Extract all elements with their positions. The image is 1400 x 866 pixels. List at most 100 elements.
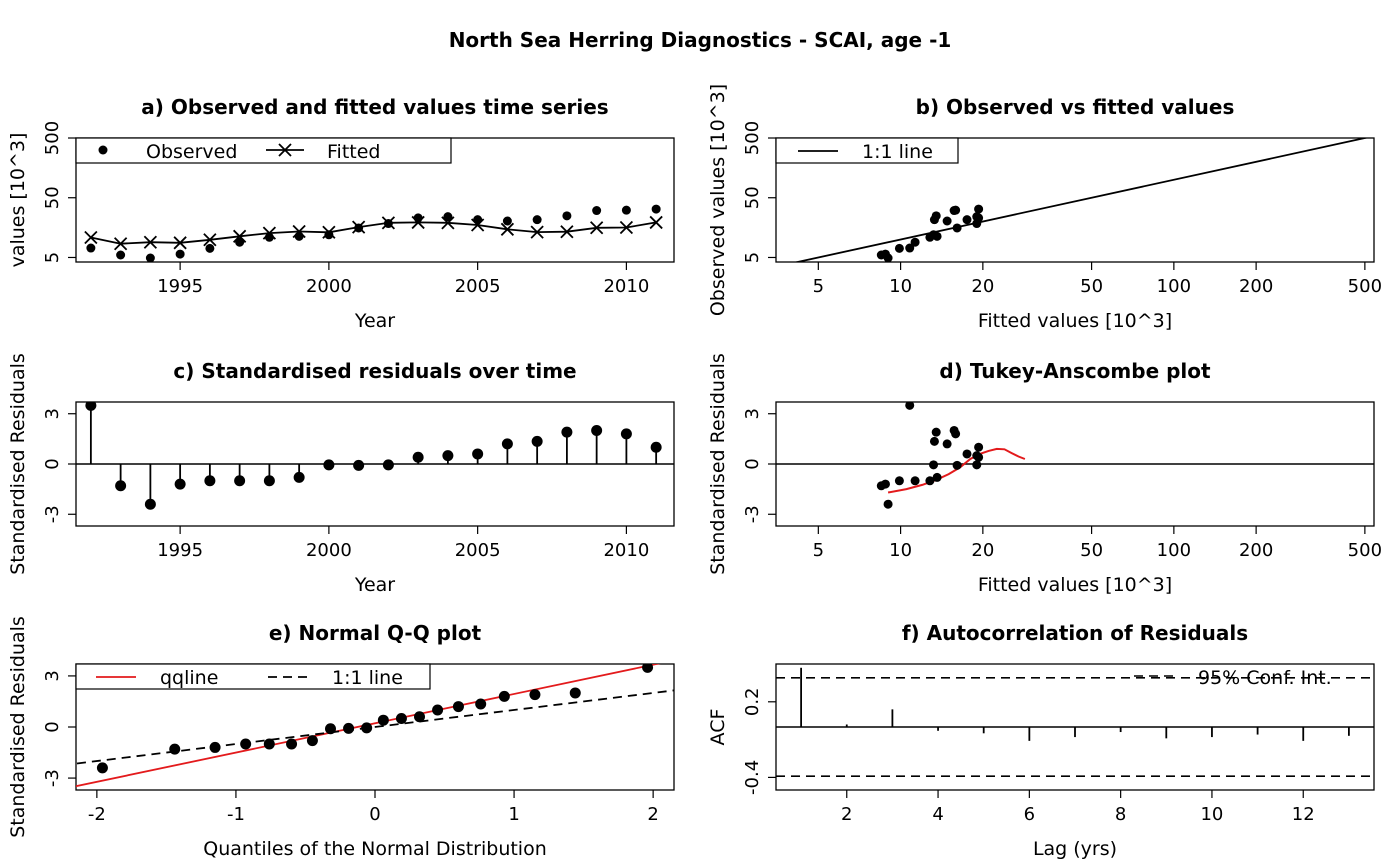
y-tick-label: 3: [42, 408, 63, 419]
x-tick-label: 50: [1080, 276, 1103, 297]
one-to-one-line: [76, 689, 674, 765]
x-tick-label: 12: [1292, 804, 1315, 825]
observed-point: [324, 230, 334, 240]
fitted-marker: [113, 237, 128, 251]
residual-point: [144, 498, 156, 510]
qqline: [76, 664, 661, 788]
y-tick-label: 5: [742, 252, 763, 263]
x-tick-label: 4: [932, 804, 943, 825]
y-tick-label: 50: [742, 186, 763, 209]
panel-d: d) Tukey-Anscombe plot 5 10 20 50 100 200 500 -3…: [707, 353, 1382, 596]
qq-point: [240, 738, 252, 750]
panel-title: b) Observed vs fitted values: [916, 95, 1235, 119]
y-tick-label: 0: [42, 721, 63, 732]
qq-point: [169, 743, 181, 755]
legend-1to1-label: 1:1 line: [332, 667, 403, 689]
plot-area: [776, 667, 1374, 777]
legend-fitted-marker: [278, 143, 292, 157]
observed-point: [354, 223, 364, 233]
observed-point: [532, 215, 542, 225]
qq-point: [569, 687, 581, 699]
x-tick-label: 2000: [306, 540, 352, 561]
x-tick-label: -1: [227, 804, 245, 825]
fitted-marker: [173, 236, 187, 250]
qq-point: [306, 735, 318, 747]
x-tick-label: -2: [88, 804, 106, 825]
residual-point: [650, 441, 662, 453]
figure-title: North Sea Herring Diagnostics - SCAI, ag…: [449, 28, 952, 52]
legend-fitted-label: Fitted: [327, 141, 380, 163]
fitted-marker: [84, 230, 98, 245]
data-point: [952, 460, 962, 470]
qq-point: [343, 722, 355, 734]
qq-point: [209, 741, 221, 753]
data-point: [929, 230, 939, 240]
qq-point: [263, 738, 275, 750]
x-tick-label: 0: [369, 804, 380, 825]
y-tick-label: 5: [42, 252, 63, 263]
observed-point: [264, 232, 274, 242]
data-point: [925, 476, 935, 486]
y-axis-label: Standardised Residuals: [7, 353, 29, 575]
observed-point: [473, 215, 483, 225]
data-point: [905, 243, 915, 253]
y-tick-label: 500: [742, 121, 763, 155]
observed-point: [562, 211, 572, 221]
data-point: [883, 499, 893, 509]
observed-point: [383, 219, 393, 229]
residual-point: [472, 448, 484, 460]
data-point: [880, 249, 890, 259]
residual-point: [561, 426, 573, 438]
x-tick-label: 200: [1239, 540, 1273, 561]
y-tick-label: 0.2: [742, 687, 763, 716]
data-point: [905, 402, 915, 410]
qq-point: [414, 711, 426, 723]
data-point: [952, 223, 962, 233]
plot-area: [776, 402, 1374, 509]
qq-point: [452, 701, 464, 713]
legend: qqline 1:1 line: [75, 663, 431, 690]
panel-title: f) Autocorrelation of Residuals: [902, 621, 1248, 645]
data-point: [931, 211, 941, 221]
observed-point: [443, 212, 453, 222]
observed-point: [116, 250, 126, 260]
x-tick-label: 1995: [157, 540, 203, 561]
residual-point: [620, 428, 632, 440]
x-axis-label: Year: [354, 310, 395, 332]
fitted-marker: [649, 215, 663, 230]
data-point: [929, 436, 939, 446]
fitted-marker: [441, 216, 455, 230]
qq-point: [642, 664, 654, 673]
y-tick-label: 3: [742, 408, 763, 419]
residual-point: [591, 424, 603, 436]
qq-point: [529, 689, 541, 701]
data-point: [972, 451, 982, 461]
smooth-line: [887, 447, 1026, 494]
y-axis-label: ACF: [707, 709, 729, 746]
data-point: [962, 215, 972, 225]
x-tick-label: 100: [1157, 540, 1191, 561]
residual-point: [501, 438, 513, 450]
residual-point: [531, 435, 543, 447]
plot-area: [84, 204, 663, 262]
data-point: [910, 237, 920, 247]
x-tick-label: 50: [1080, 540, 1103, 561]
fitted-marker: [560, 225, 574, 239]
x-tick-label: 10: [1200, 804, 1223, 825]
x-tick-label: 1995: [157, 276, 203, 297]
fitted-marker: [530, 225, 544, 239]
panel-b: b) Observed vs fitted values 5 10 20 50 100 20…: [707, 84, 1382, 332]
legend: 95% Conf. Int.: [1134, 667, 1332, 689]
data-point: [929, 460, 939, 470]
y-tick-label: 500: [42, 121, 63, 155]
x-axis-label: Quantiles of the Normal Distribution: [203, 838, 547, 860]
y-tick-label: -3: [742, 505, 763, 523]
legend-label: 1:1 line: [862, 141, 933, 163]
x-tick-label: 2010: [603, 276, 649, 297]
x-tick-label: 2000: [306, 276, 352, 297]
panel-title: d) Tukey-Anscombe plot: [939, 359, 1211, 383]
plot-area: [76, 402, 674, 510]
plot-frame: [775, 137, 1375, 263]
panel-c: c) Standardised residuals over time 1995 2…: [7, 353, 675, 596]
